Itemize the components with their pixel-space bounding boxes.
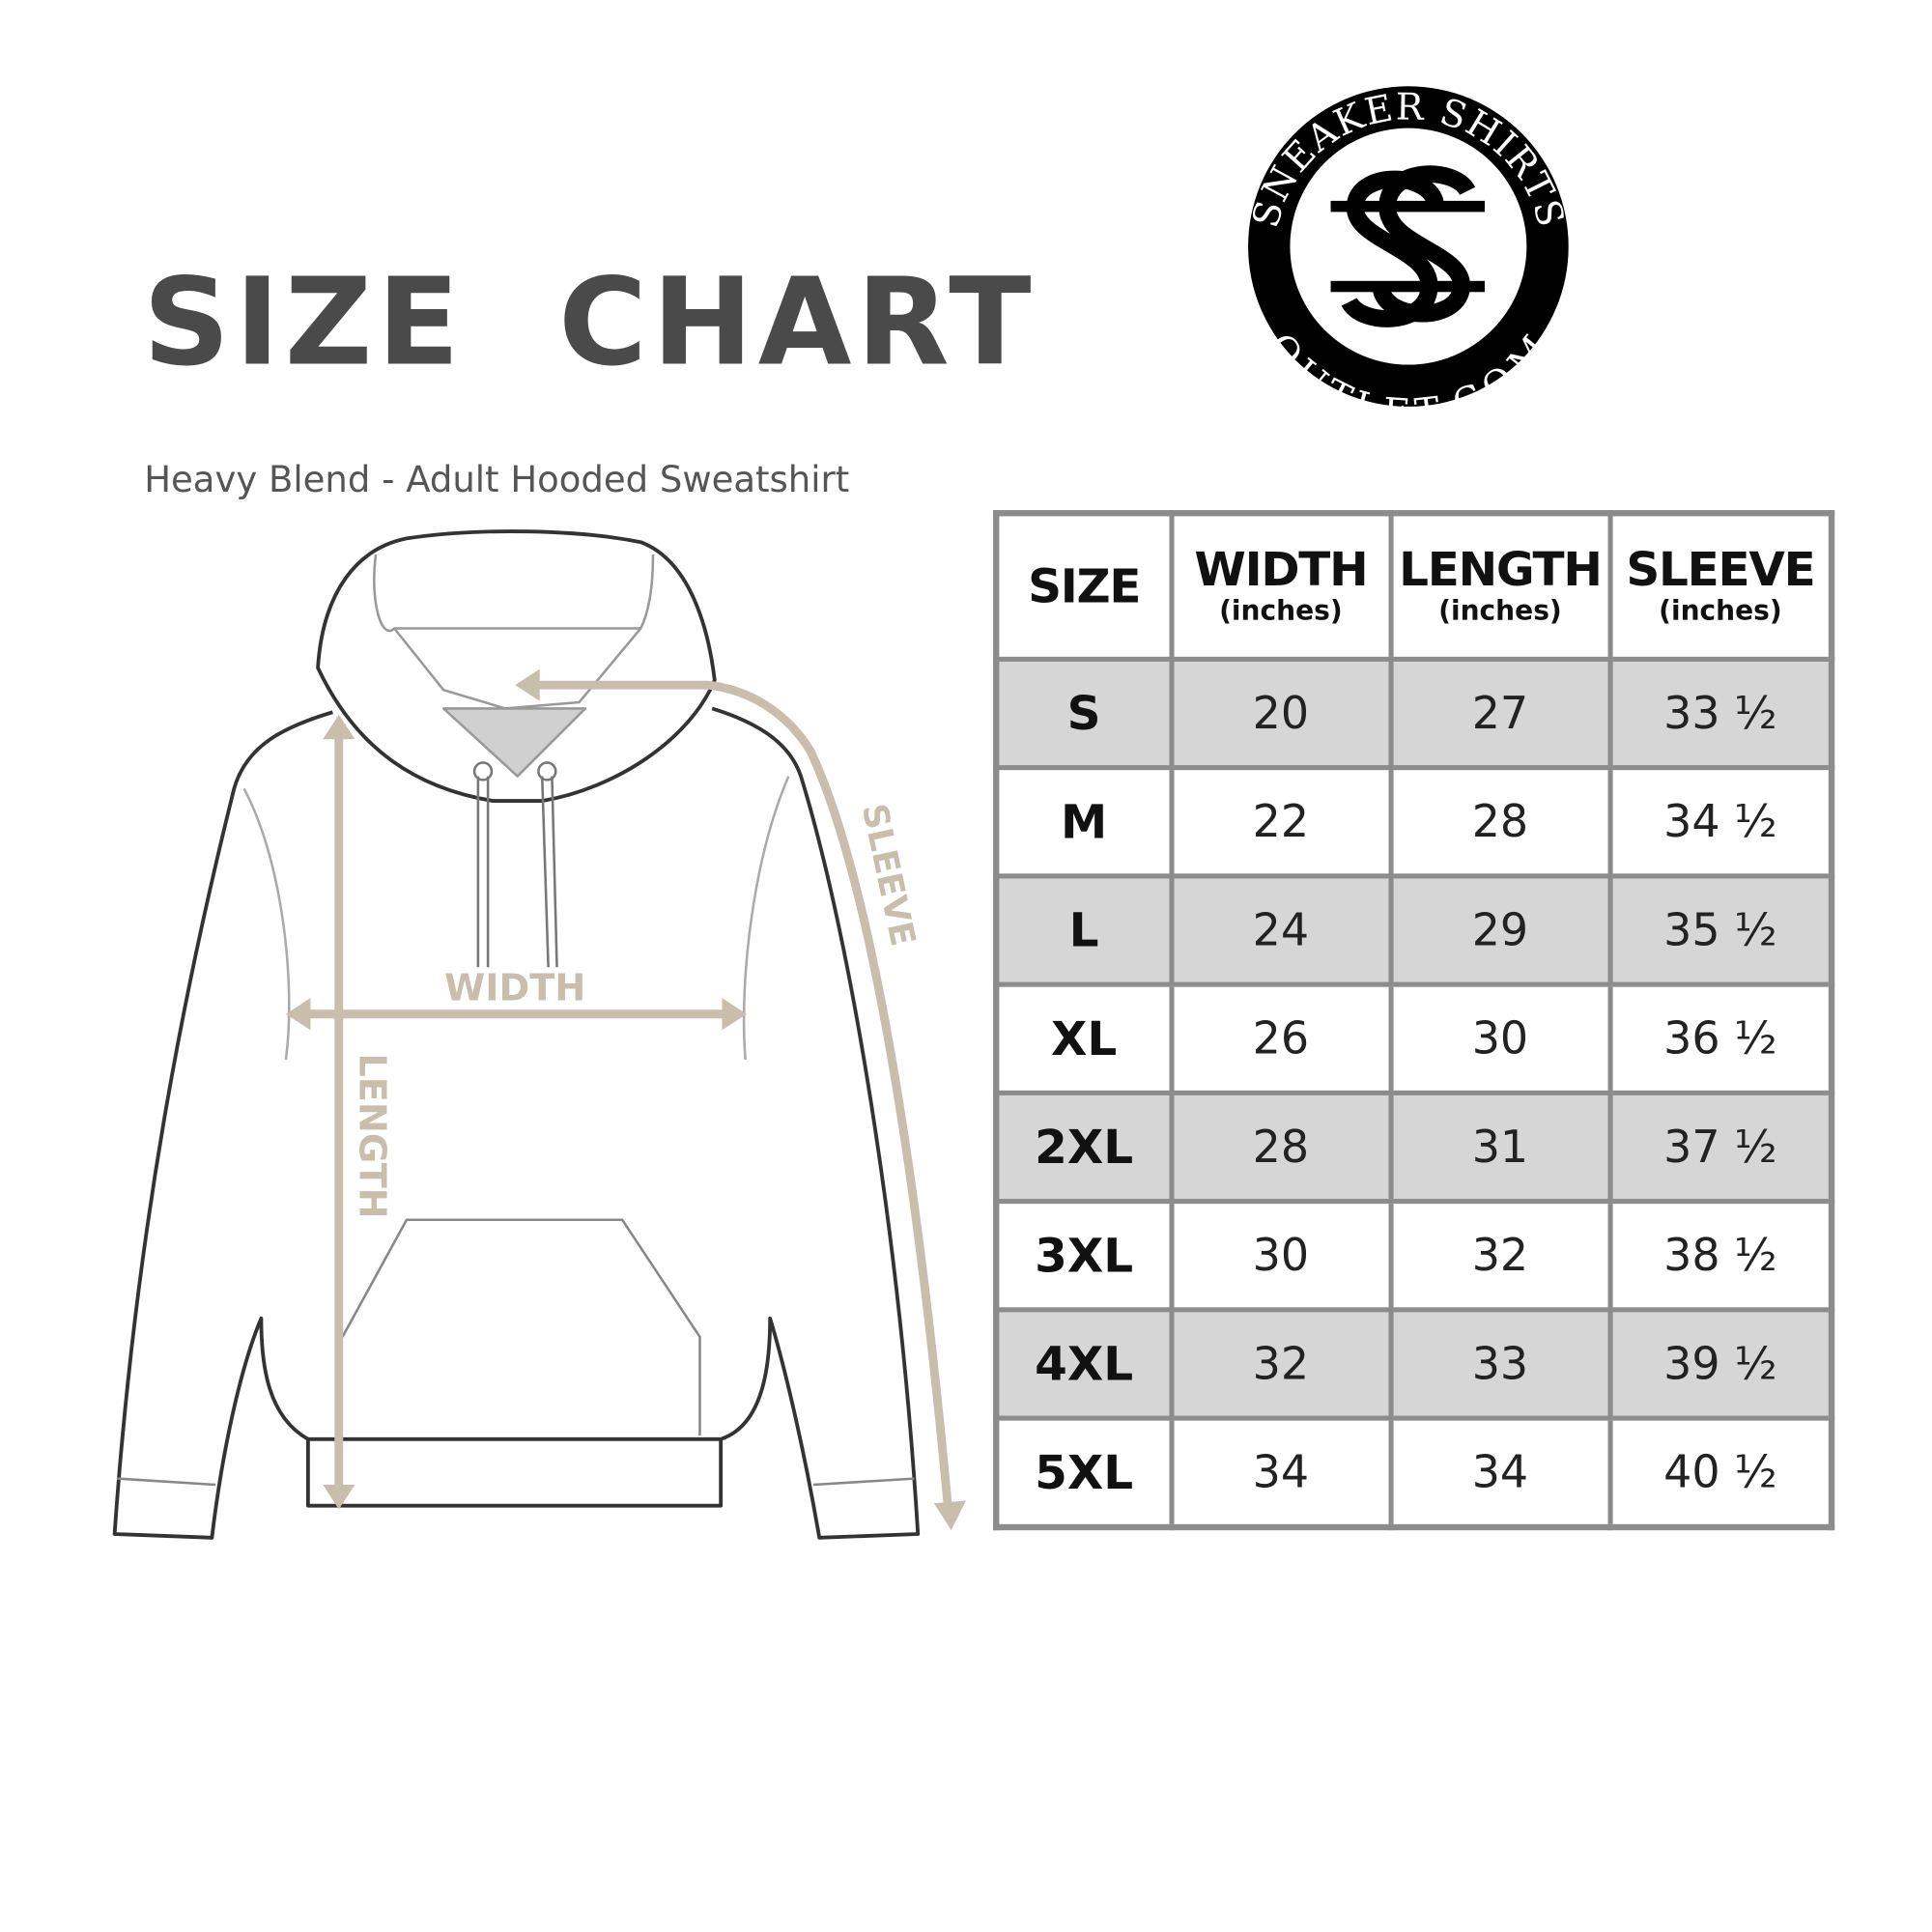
- size-cell: XL: [993, 981, 1174, 1095]
- width-cell: 32: [1168, 1307, 1393, 1421]
- product-subtitle: Heavy Blend - Adult Hooded Sweatshirt: [144, 458, 850, 500]
- width-cell: 22: [1168, 765, 1393, 879]
- length-cell: 28: [1387, 765, 1612, 879]
- sleeve-cell: 37 ½: [1606, 1090, 1834, 1205]
- sleeve-cell: 39 ½: [1606, 1307, 1834, 1421]
- width-cell: 26: [1168, 981, 1393, 1095]
- table-row: 3XL 30 32 38 ½: [993, 1199, 1834, 1313]
- sleeve-cell: 34 ½: [1606, 765, 1834, 879]
- header-length: LENGTH (inches): [1387, 510, 1612, 662]
- width-label: WIDTH: [444, 967, 585, 1010]
- size-cell: L: [993, 873, 1174, 987]
- width-cell: 24: [1168, 873, 1393, 987]
- size-table: SIZE WIDTH (inches) LENGTH (inches) SLEEVE…: [993, 510, 1835, 1531]
- length-label: LENGTH: [350, 1053, 393, 1218]
- size-cell: 2XL: [993, 1090, 1174, 1205]
- width-cell: 30: [1168, 1199, 1393, 1313]
- header-size: SIZE: [993, 510, 1174, 662]
- sleeve-cell: 40 ½: [1606, 1415, 1834, 1530]
- length-cell: 27: [1387, 656, 1612, 771]
- table-row: 2XL 28 31 37 ½: [993, 1090, 1834, 1205]
- size-cell: 5XL: [993, 1415, 1174, 1530]
- sleeve-cell: 38 ½: [1606, 1199, 1834, 1313]
- monogram-icon: [1330, 165, 1485, 327]
- length-cell: 30: [1387, 981, 1612, 1095]
- length-cell: 33: [1387, 1307, 1612, 1421]
- sleeve-cell: 33 ½: [1606, 656, 1834, 771]
- length-cell: 34: [1387, 1415, 1612, 1530]
- table-row: XL 26 30 36 ½: [993, 981, 1834, 1095]
- sleeve-cell: 36 ½: [1606, 981, 1834, 1095]
- header-width: WIDTH (inches): [1168, 510, 1393, 662]
- length-cell: 32: [1387, 1199, 1612, 1313]
- hoodie-outline: [112, 529, 921, 1540]
- header-sleeve: SLEEVE (inches): [1606, 510, 1834, 662]
- table-row: S 20 27 33 ½: [993, 656, 1834, 771]
- page-title: SIZE CHART: [142, 252, 1037, 393]
- sleeve-cell: 35 ½: [1606, 873, 1834, 987]
- table-row: 5XL 34 34 40 ½: [993, 1415, 1834, 1530]
- length-cell: 29: [1387, 873, 1612, 987]
- width-cell: 34: [1168, 1415, 1393, 1530]
- table-row: L 24 29 35 ½: [993, 873, 1834, 987]
- measurement-arrows: [296, 680, 953, 1517]
- table-row: M 22 28 34 ½: [993, 765, 1834, 879]
- length-cell: 31: [1387, 1090, 1612, 1205]
- size-cell: 4XL: [993, 1307, 1174, 1421]
- width-cell: 20: [1168, 656, 1393, 771]
- size-cell: S: [993, 656, 1174, 771]
- size-cell: M: [993, 765, 1174, 879]
- table-row: 4XL 32 33 39 ½: [993, 1307, 1834, 1421]
- width-cell: 28: [1168, 1090, 1393, 1205]
- size-cell: 3XL: [993, 1199, 1174, 1313]
- table-header-row: SIZE WIDTH (inches) LENGTH (inches) SLEEVE…: [993, 510, 1834, 662]
- sleeve-arrow: [526, 680, 953, 1517]
